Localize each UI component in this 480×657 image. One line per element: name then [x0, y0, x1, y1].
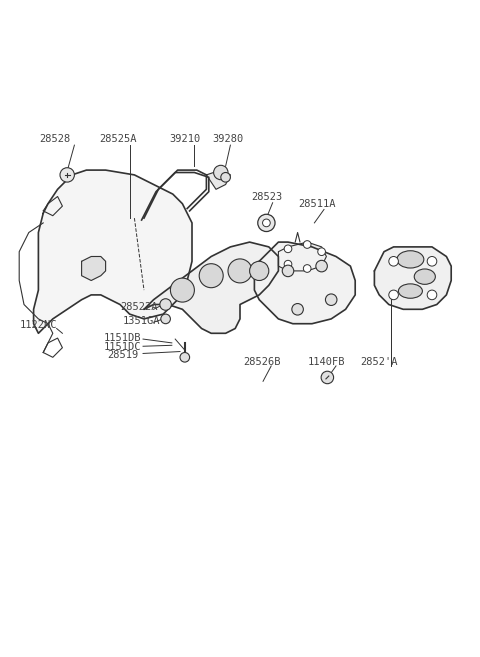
Circle shape	[161, 314, 170, 324]
Circle shape	[292, 304, 303, 315]
Polygon shape	[254, 242, 355, 324]
Polygon shape	[82, 256, 106, 281]
Text: 28525A: 28525A	[99, 134, 136, 144]
Circle shape	[170, 278, 194, 302]
Text: 28522A: 28522A	[120, 302, 158, 312]
Circle shape	[325, 294, 337, 306]
Circle shape	[60, 168, 74, 182]
Text: 39210: 39210	[169, 134, 201, 144]
Circle shape	[160, 299, 171, 310]
Circle shape	[284, 245, 292, 253]
Text: 1151DB: 1151DB	[104, 333, 141, 343]
Circle shape	[221, 173, 230, 182]
Circle shape	[318, 248, 325, 256]
Text: 1140FB: 1140FB	[308, 357, 345, 367]
Ellipse shape	[398, 284, 422, 298]
Text: 2852'A: 2852'A	[360, 357, 398, 367]
Circle shape	[199, 263, 223, 288]
Polygon shape	[144, 242, 278, 333]
Text: 28511A: 28511A	[298, 198, 336, 209]
Circle shape	[389, 256, 398, 266]
Polygon shape	[374, 247, 451, 309]
Text: 1151DC: 1151DC	[104, 342, 141, 351]
Circle shape	[214, 166, 228, 180]
Circle shape	[389, 290, 398, 300]
Text: 28519: 28519	[107, 350, 138, 361]
Ellipse shape	[397, 251, 424, 268]
Text: 1122NC: 1122NC	[20, 320, 57, 330]
Circle shape	[263, 219, 270, 227]
Text: 28528: 28528	[39, 134, 71, 144]
Circle shape	[282, 265, 294, 277]
Circle shape	[228, 259, 252, 283]
Polygon shape	[34, 170, 192, 333]
Circle shape	[284, 260, 292, 268]
Text: 28523: 28523	[251, 191, 282, 202]
Text: 39280: 39280	[212, 134, 244, 144]
Circle shape	[303, 265, 311, 273]
Polygon shape	[206, 170, 230, 189]
Polygon shape	[278, 242, 326, 271]
Circle shape	[321, 371, 334, 384]
Circle shape	[427, 256, 437, 266]
Circle shape	[303, 240, 311, 248]
Circle shape	[427, 290, 437, 300]
Circle shape	[180, 353, 190, 362]
Circle shape	[250, 261, 269, 281]
Text: 28526B: 28526B	[243, 357, 280, 367]
Ellipse shape	[414, 269, 435, 284]
Text: 1351GA: 1351GA	[123, 316, 160, 327]
Circle shape	[316, 260, 327, 272]
Circle shape	[258, 214, 275, 231]
